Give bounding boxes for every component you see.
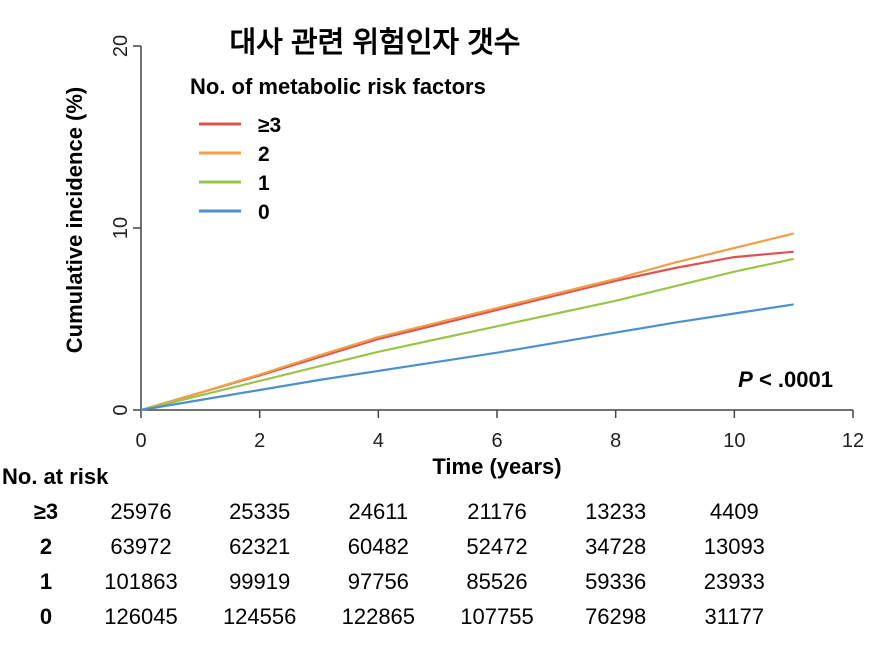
risk-row: 0 126045 124556 122865 107755 76298 31177 <box>0 604 889 634</box>
risk-cell: 126045 <box>104 604 178 629</box>
risk-row-group: ≥3 <box>33 499 59 524</box>
legend-label: 2 <box>258 143 270 166</box>
legend-title: No. of metabolic risk factors <box>190 74 486 99</box>
y-tick-label: 20 <box>110 35 132 57</box>
p-value-text: < .0001 <box>753 367 833 392</box>
legend-label: 0 <box>258 201 270 224</box>
risk-table-title: No. at risk <box>2 464 109 489</box>
risk-cell: 122865 <box>341 604 416 629</box>
risk-row: 1 101863 99919 97756 85526 59336 23933 <box>0 569 889 599</box>
x-tick-label: 0 <box>135 430 146 452</box>
risk-cell: 4409 <box>709 499 759 524</box>
risk-cell: 107755 <box>460 604 534 629</box>
legend: ≥3 2 1 0 <box>199 114 281 224</box>
risk-cell: 99919 <box>229 569 291 594</box>
risk-cell: 97756 <box>347 569 409 594</box>
y-tick-label: 10 <box>110 217 132 239</box>
series-lines <box>140 232 794 412</box>
x-tick-label: 10 <box>723 430 745 452</box>
risk-cell: 60482 <box>347 534 409 559</box>
risk-row-group: 0 <box>39 604 53 629</box>
risk-cell: 34728 <box>585 534 647 559</box>
p-value-annotation: P < .0001 <box>738 367 833 392</box>
risk-cell: 25335 <box>229 499 291 524</box>
risk-cell: 23933 <box>703 569 765 594</box>
risk-cell: 76298 <box>585 604 647 629</box>
risk-row-group: 2 <box>39 534 53 559</box>
risk-cell: 52472 <box>466 534 528 559</box>
risk-cell: 124556 <box>222 604 297 629</box>
risk-cell: 21176 <box>467 499 527 524</box>
risk-row-group: 1 <box>39 569 53 594</box>
risk-cell: 13233 <box>585 499 647 524</box>
p-value-prefix: P <box>738 367 753 392</box>
x-tick-label: 6 <box>491 430 502 452</box>
risk-cell: 59336 <box>585 569 647 594</box>
risk-cell: 13093 <box>703 534 765 559</box>
x-tick-label: 2 <box>254 430 265 452</box>
series-line <box>140 257 794 412</box>
risk-cell: 31177 <box>704 604 765 629</box>
risk-cell: 85526 <box>466 569 528 594</box>
risk-cell: 24611 <box>348 499 409 524</box>
risk-row: ≥3 25976 25335 24611 21176 13233 4409 <box>0 499 889 529</box>
x-tick-label: 8 <box>610 430 621 452</box>
chart-title: 대사 관련 위험인자 갯수 <box>230 26 521 59</box>
risk-cell: 101863 <box>104 569 178 594</box>
legend-label: ≥3 <box>258 114 281 137</box>
series-line <box>140 232 794 412</box>
x-axis-label: Time (years) <box>432 454 561 479</box>
x-tick-label: 12 <box>842 430 864 452</box>
y-axis-label: Cumulative incidence (%) <box>62 87 87 354</box>
y-tick-label: 0 <box>110 404 132 415</box>
x-tick-label: 4 <box>373 430 384 452</box>
series-line <box>140 303 794 412</box>
risk-row: 2 63972 62321 60482 52472 34728 13093 <box>0 534 889 564</box>
risk-cell: 63972 <box>110 534 172 559</box>
risk-cell: 62321 <box>229 534 291 559</box>
risk-cell: 25976 <box>110 499 172 524</box>
legend-label: 1 <box>258 172 270 195</box>
